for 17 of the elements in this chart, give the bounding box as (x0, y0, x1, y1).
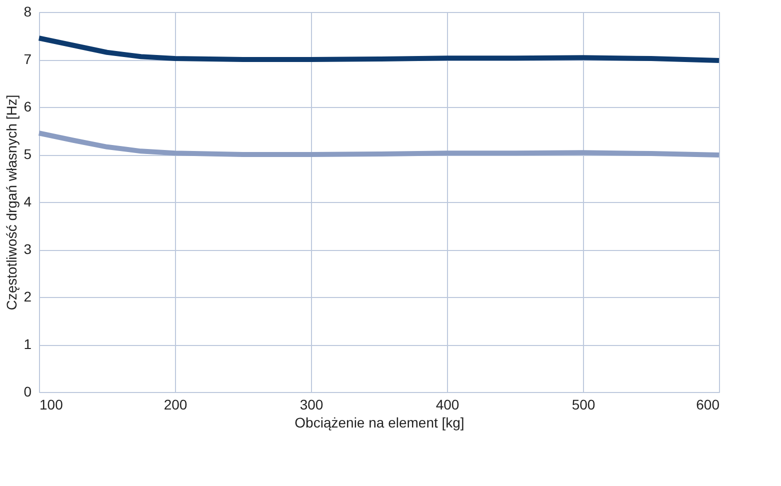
x-tick-label: 300 (300, 396, 324, 412)
y-tick-label: 4 (24, 194, 32, 210)
y-tick-label: 2 (24, 288, 32, 304)
x-tick-label: 600 (696, 396, 720, 412)
y-tick-label: 7 (24, 51, 32, 67)
y-tick-label: 8 (24, 4, 32, 20)
x-tick-label: 500 (572, 396, 596, 412)
y-tick-label: 1 (24, 336, 32, 352)
x-tick-label: 200 (164, 396, 188, 412)
y-tick-label: 5 (24, 146, 32, 162)
y-tick-label: 0 (24, 384, 32, 400)
x-tick-label: 100 (40, 396, 64, 412)
x-tick-label: 400 (436, 396, 460, 412)
y-tick-label: 6 (24, 98, 32, 114)
x-axis-title: Obciążenie na element [kg] (294, 414, 464, 430)
y-tick-label: 3 (24, 241, 32, 257)
y-axis-title: Częstotliwość drgań własnych [Hz] (4, 94, 20, 310)
